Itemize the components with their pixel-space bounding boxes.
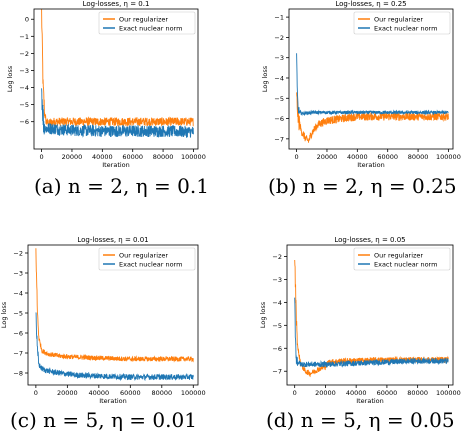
y-tick-label: −5	[274, 95, 284, 103]
y-tick-label: −8	[13, 370, 23, 378]
y-tick-label: −4	[19, 84, 29, 92]
y-axis-label: Log loss	[261, 65, 269, 92]
y-tick-label: 0	[25, 16, 29, 24]
x-tick-label: 20000	[57, 389, 78, 397]
y-axis-label: Log loss	[259, 301, 267, 328]
plot-frame	[33, 8, 199, 150]
y-tick-label: −5	[19, 101, 29, 109]
y-tick-label: −4	[13, 290, 23, 298]
y-tick-label: −7	[272, 368, 282, 376]
x-tick-label: 100000	[181, 389, 206, 397]
series-line-0	[294, 259, 449, 378]
legend-label-1: Exact nuclear norm	[374, 260, 437, 268]
y-tick-label: −6	[274, 115, 284, 123]
y-tick-label: −2	[274, 34, 284, 42]
series-line-0	[35, 248, 194, 363]
y-tick-label: −6	[19, 118, 29, 126]
chart-title: Log-losses, η = 0.25	[335, 0, 406, 8]
y-tick-label: −3	[274, 54, 284, 62]
x-axis-label: Iteration	[356, 397, 384, 405]
x-tick-label: 100000	[436, 153, 461, 161]
chart-title: Log-losses, η = 0.01	[77, 236, 148, 244]
x-tick-label: 0	[295, 153, 299, 161]
chart-3: Log-losses, η = 0.05 0 20000 40000 60000 8000…	[259, 236, 461, 405]
x-tick-label: 40000	[347, 153, 368, 161]
legend-box	[98, 247, 196, 271]
y-tick-label: −3	[19, 67, 29, 75]
y-tick-label: −1	[274, 14, 284, 22]
x-tick-label: 20000	[62, 153, 83, 161]
caption-a: (a) n = 2, η = 0.1	[34, 174, 209, 198]
chart-0: Log-losses, η = 0.1 0 20000 40000 60000 80000…	[6, 0, 206, 169]
x-axis-label: Iteration	[102, 161, 130, 169]
plot-frame	[27, 244, 199, 386]
series-line-1	[41, 88, 194, 138]
plot-frame	[286, 244, 454, 386]
x-tick-label: 100000	[181, 153, 206, 161]
series-line-1	[35, 312, 194, 382]
x-tick-label: 60000	[122, 153, 143, 161]
y-axis-label: Log loss	[0, 301, 8, 328]
y-tick-label: −4	[272, 299, 282, 307]
caption-d: (d) n = 5, η = 0.05	[266, 408, 455, 432]
y-tick-label: −7	[274, 135, 284, 143]
x-tick-label: 80000	[153, 153, 174, 161]
chart-title: Log-losses, η = 0.05	[334, 236, 405, 244]
legend-box	[353, 247, 451, 271]
y-tick-label: −4	[274, 74, 284, 82]
chart-1: Log-losses, η = 0.25 0 20000 40000 60000 8000…	[261, 0, 461, 169]
y-axis-label: Log loss	[6, 65, 14, 92]
caption-c: (c) n = 5, η = 0.01	[10, 408, 197, 432]
series-line-0	[41, 9, 194, 128]
x-axis-label: Iteration	[357, 161, 385, 169]
y-tick-label: −2	[13, 250, 23, 258]
chart-title: Log-losses, η = 0.1	[83, 0, 150, 8]
chart-2: Log-losses, η = 0.01 0 20000 40000 60000 8000…	[0, 236, 206, 405]
x-tick-label: 20000	[317, 153, 338, 161]
x-tick-label: 0	[293, 389, 297, 397]
legend-label-1: Exact nuclear norm	[119, 260, 182, 268]
x-tick-label: 80000	[151, 389, 172, 397]
legend-box	[353, 11, 451, 35]
y-tick-label: −2	[19, 50, 29, 58]
x-tick-label: 20000	[315, 389, 336, 397]
legend-label-1: Exact nuclear norm	[119, 24, 182, 32]
x-tick-label: 60000	[120, 389, 141, 397]
legend-box	[98, 11, 196, 35]
y-tick-label: −5	[272, 322, 282, 330]
y-tick-label: −1	[19, 33, 29, 41]
x-tick-label: 0	[40, 153, 44, 161]
y-tick-label: −6	[272, 345, 282, 353]
legend-label-0: Our regularizer	[119, 15, 168, 23]
caption-b: (b) n = 2, η = 0.25	[268, 174, 457, 198]
legend-label-0: Our regularizer	[119, 251, 168, 259]
x-tick-label: 40000	[88, 389, 109, 397]
legend-label-0: Our regularizer	[374, 15, 423, 23]
legend-label-1: Exact nuclear norm	[374, 24, 437, 32]
plot-frame	[288, 8, 454, 150]
x-tick-label: 40000	[92, 153, 113, 161]
y-tick-label: −6	[13, 330, 23, 338]
x-tick-label: 100000	[436, 389, 461, 397]
series-line-0	[296, 92, 449, 143]
series-line-1	[294, 297, 449, 368]
y-tick-label: −7	[13, 350, 23, 358]
legend-label-0: Our regularizer	[374, 251, 423, 259]
x-tick-label: 60000	[377, 153, 398, 161]
series-line-1	[296, 53, 449, 117]
y-tick-label: −5	[13, 310, 23, 318]
y-tick-label: −3	[272, 276, 282, 284]
y-tick-label: −2	[272, 253, 282, 261]
x-axis-label: Iteration	[99, 397, 127, 405]
x-tick-label: 80000	[407, 389, 428, 397]
x-tick-label: 0	[34, 389, 38, 397]
x-tick-label: 60000	[377, 389, 398, 397]
x-tick-label: 40000	[346, 389, 367, 397]
x-tick-label: 80000	[408, 153, 429, 161]
y-tick-label: −3	[13, 270, 23, 278]
